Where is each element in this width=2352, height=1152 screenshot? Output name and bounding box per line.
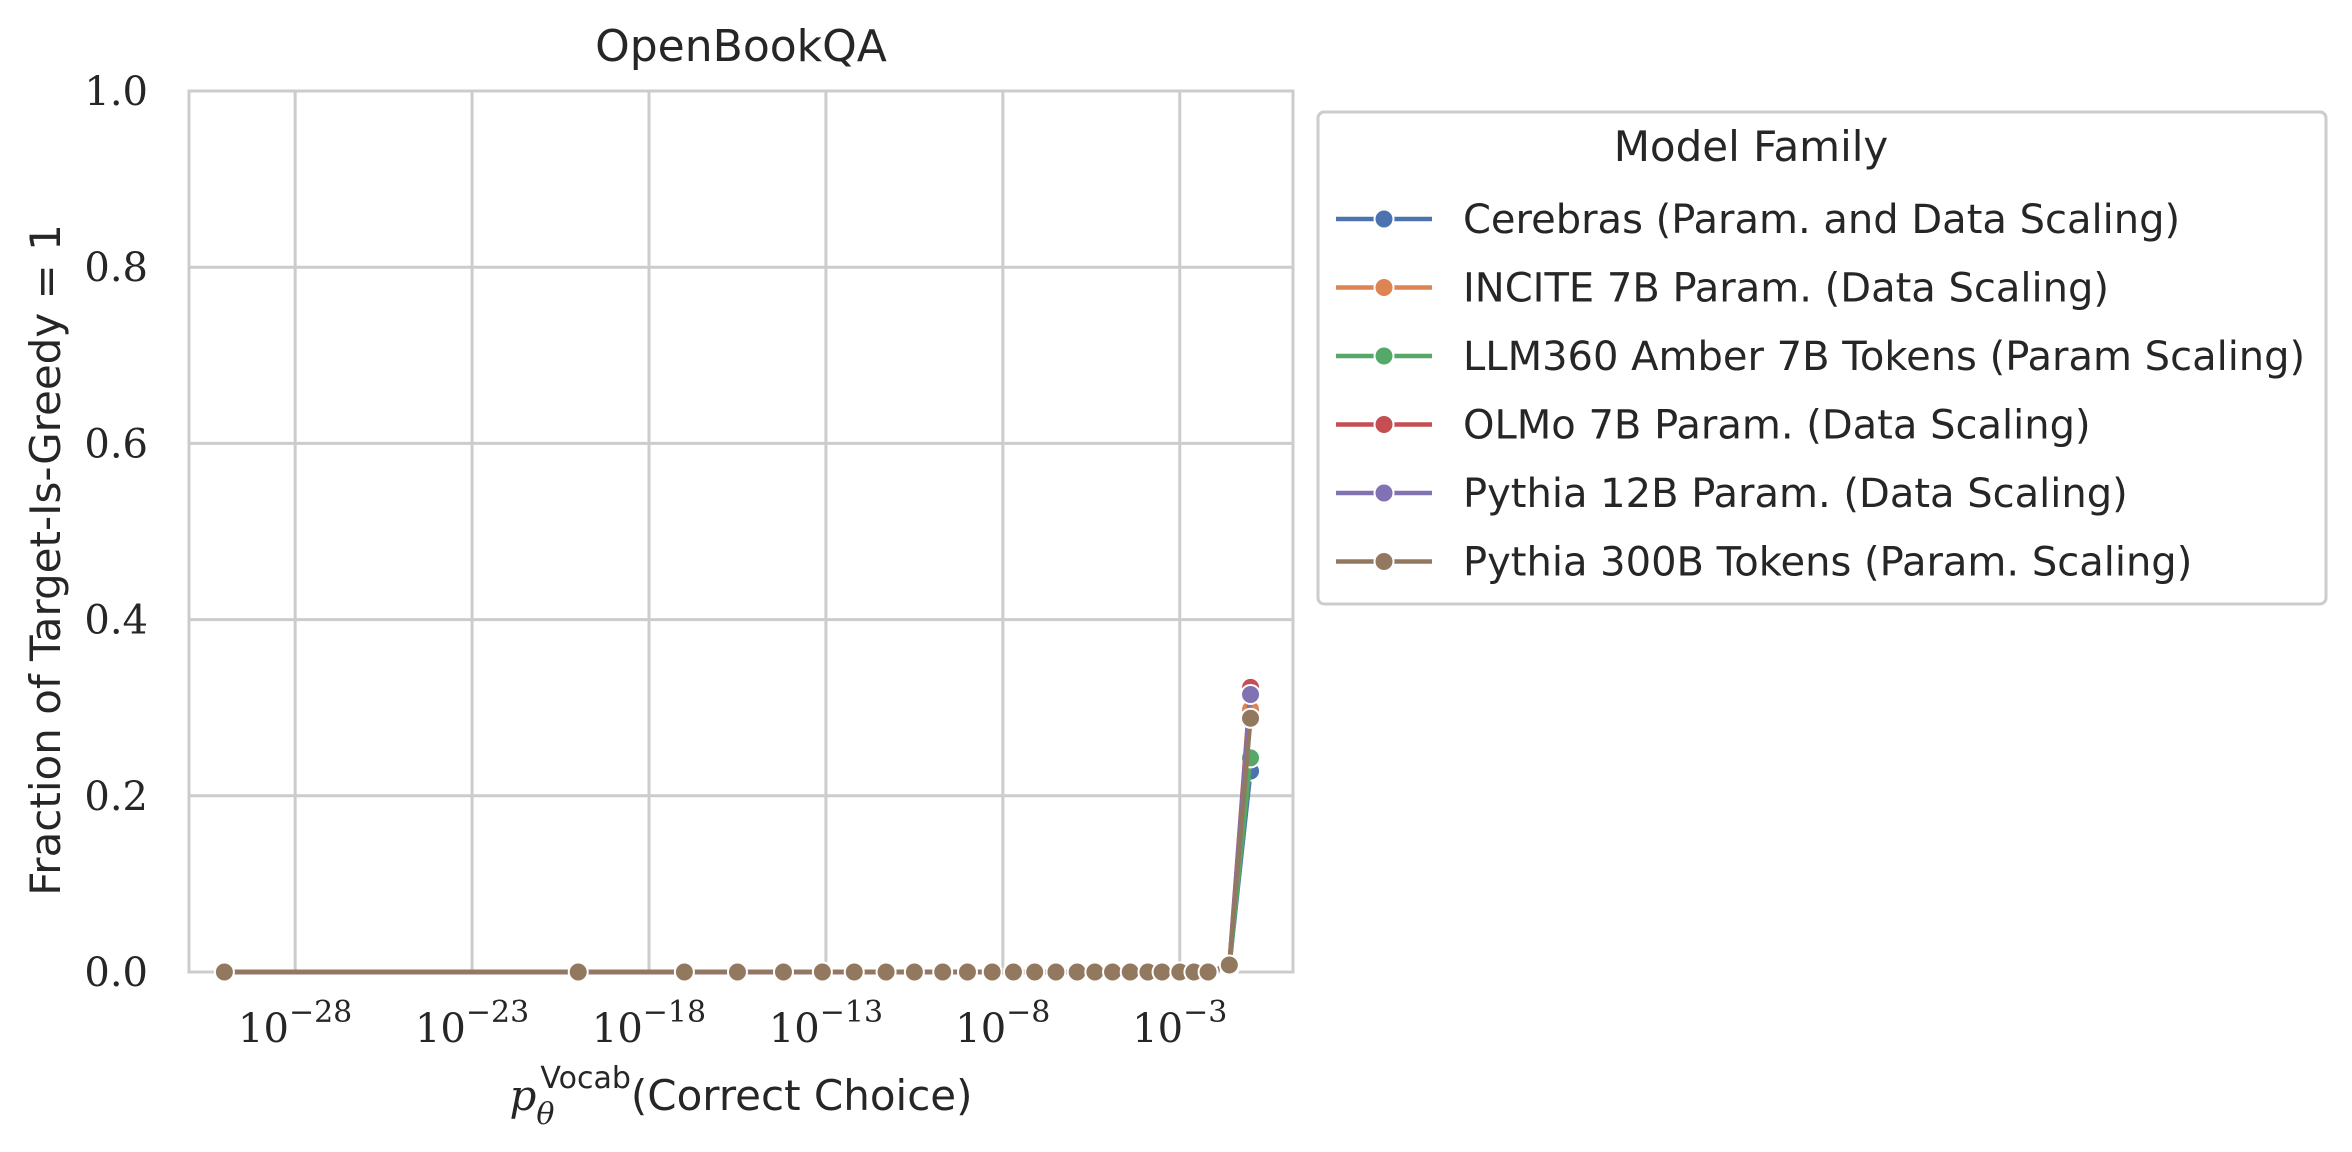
legend-title: Model Family (1614, 122, 1889, 171)
x-tick-base: 10 (769, 1006, 820, 1052)
legend-swatch-marker (1373, 482, 1395, 504)
legend-item: OLMo 7B Param. (Data Scaling) (1336, 403, 2091, 449)
legend: Model Family Cerebras (Param. and Data S… (1316, 110, 2328, 606)
x-tick-exponent: −28 (289, 995, 352, 1030)
data-point (1084, 961, 1106, 983)
x-tick-base: 10 (955, 1006, 1006, 1052)
data-point (1024, 961, 1046, 983)
x-tick-labels: 10−28 10−23 10−18 10−13 10−8 10−3 (238, 995, 1227, 1052)
series-group (213, 707, 1262, 983)
data-point (981, 961, 1003, 983)
legend-items: Cerebras (Param. and Data Scaling) INCITE… (1336, 197, 2305, 586)
legend-label: INCITE 7B Param. (Data Scaling) (1463, 266, 2109, 312)
data-point (1119, 961, 1141, 983)
x-axis-label: pθVocab(Correct Choice) (509, 1061, 972, 1132)
legend-swatch-marker (1373, 414, 1395, 435)
y-tick-label: 0.4 (84, 598, 148, 644)
data-point (1240, 683, 1262, 705)
x-tick-exponent: −18 (643, 995, 706, 1030)
data-point (875, 961, 897, 983)
series-group (213, 683, 1262, 983)
y-tick-label: 0.0 (84, 950, 148, 996)
legend-label: Cerebras (Param. and Data Scaling) (1463, 197, 2180, 243)
legend-label: OLMo 7B Param. (Data Scaling) (1463, 403, 2091, 449)
data-point (811, 961, 833, 983)
series-line (224, 709, 1253, 975)
legend-swatch-marker (1373, 208, 1395, 230)
data-point (213, 961, 235, 983)
data-point (1102, 961, 1124, 983)
series-group (213, 698, 1262, 983)
x-tick-label: 10−8 (955, 995, 1050, 1052)
data-point (1218, 954, 1240, 976)
series-group (213, 676, 1262, 983)
series-line (224, 694, 1253, 975)
plot-frame (187, 89, 1295, 974)
x-tick-base: 10 (592, 1006, 643, 1052)
x-tick-base: 10 (238, 1006, 289, 1052)
data-point (567, 961, 589, 983)
data-point (1002, 961, 1024, 983)
legend-item: LLM360 Amber 7B Tokens (Param Scaling) (1336, 334, 2305, 380)
x-label-rest: (Correct Choice) (631, 1071, 973, 1120)
x-tick-label: 10−18 (592, 995, 706, 1052)
data-point (772, 961, 794, 983)
data-point (726, 961, 748, 983)
x-tick-exponent: −3 (1183, 995, 1227, 1030)
chart-title: OpenBookQA (595, 21, 887, 72)
y-tick-label: 0.2 (84, 774, 148, 820)
data-point (932, 961, 954, 983)
data-point (1151, 961, 1173, 983)
legend-swatch-marker (1373, 551, 1395, 572)
series-layer (213, 676, 1262, 983)
data-point (956, 961, 978, 983)
x-tick-label: 10−3 (1132, 995, 1227, 1052)
legend-item: Pythia 12B Param. (Data Scaling) (1336, 471, 2128, 517)
y-tick-label: 0.8 (84, 245, 148, 291)
legend-label: Pythia 300B Tokens (Param. Scaling) (1463, 540, 2192, 586)
series-group (213, 747, 1262, 983)
data-point (1240, 707, 1262, 729)
x-tick-base: 10 (415, 1006, 466, 1052)
series-line (224, 757, 1253, 975)
legend-item: Cerebras (Param. and Data Scaling) (1336, 197, 2180, 243)
x-label-superscript: Vocab (540, 1061, 630, 1096)
x-label-subscript: θ (536, 1097, 554, 1132)
x-tick-base: 10 (1132, 1006, 1183, 1052)
data-point (1066, 961, 1088, 983)
x-tick-label: 10−13 (769, 995, 883, 1052)
series-line (224, 687, 1253, 975)
legend-item: INCITE 7B Param. (Data Scaling) (1336, 266, 2109, 312)
legend-swatch-marker (1373, 277, 1395, 298)
x-tick-exponent: −8 (1006, 995, 1050, 1030)
grid-layer (189, 89, 1293, 974)
y-tick-label: 0.6 (84, 421, 148, 467)
x-tick-exponent: −23 (466, 995, 529, 1030)
y-tick-label: 1.0 (84, 69, 148, 115)
series-line (224, 718, 1253, 975)
x-label-base: p (509, 1071, 536, 1120)
series-line (224, 770, 1253, 975)
legend-item: Pythia 300B Tokens (Param. Scaling) (1336, 540, 2192, 586)
y-axis-label: Fraction of Target-Is-Greedy = 1 (21, 224, 70, 896)
legend-swatch-marker (1373, 345, 1395, 367)
x-tick-label: 10−23 (415, 995, 529, 1052)
data-point (673, 961, 695, 983)
y-tick-labels: 0.0 0.2 0.4 0.6 0.8 1.0 (84, 69, 148, 996)
legend-label: Pythia 12B Param. (Data Scaling) (1463, 471, 2128, 517)
plot-area: 0.00.20.40.60.81.0 10−28 10−23 10−18 10−13 1… (84, 69, 1295, 1052)
data-point (903, 961, 925, 983)
legend-frame (1316, 110, 2328, 606)
data-point (843, 961, 865, 983)
legend-label: LLM360 Amber 7B Tokens (Param Scaling) (1463, 334, 2305, 380)
x-tick-label: 10−28 (238, 995, 352, 1052)
x-tick-exponent: −13 (820, 995, 883, 1030)
data-point (1045, 961, 1067, 983)
data-point (1197, 961, 1219, 983)
